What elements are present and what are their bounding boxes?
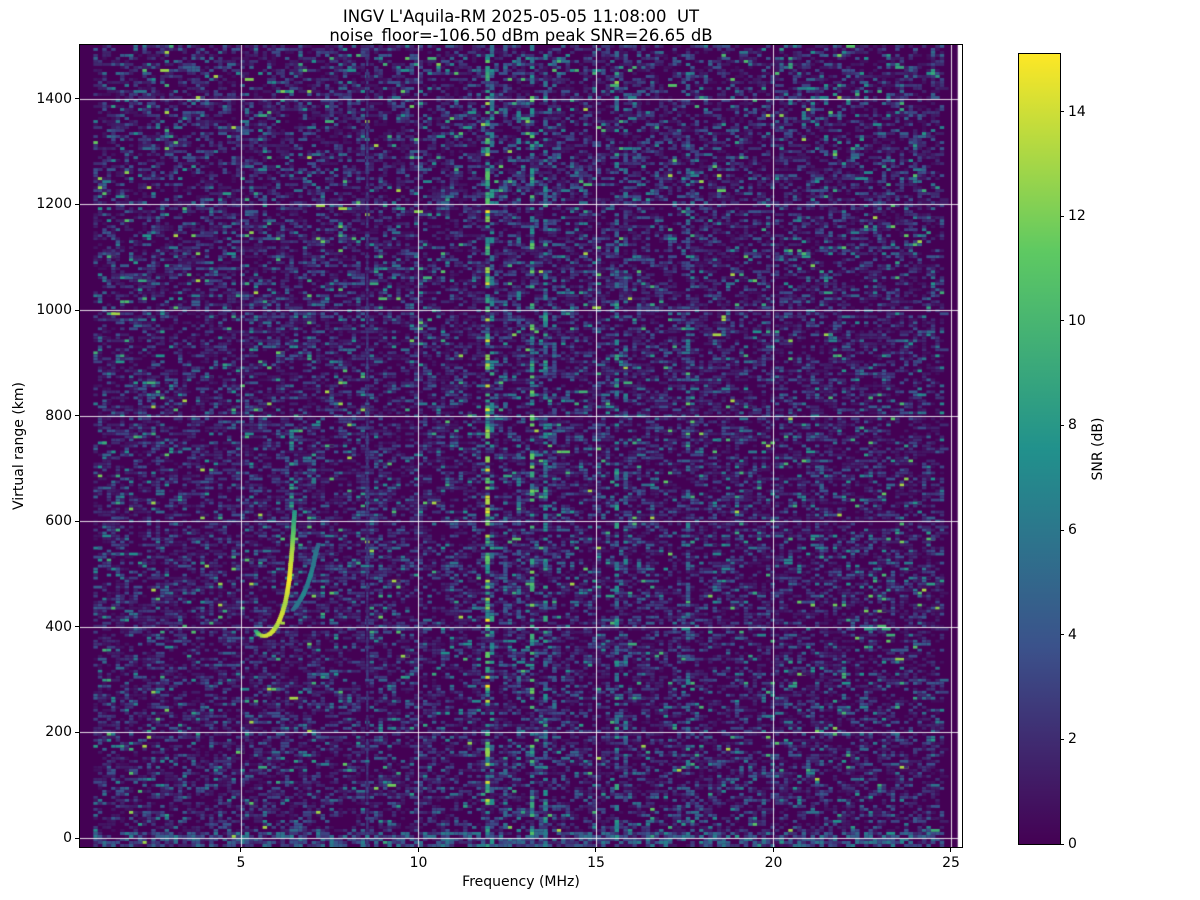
colorbar bbox=[1018, 53, 1061, 845]
colorbar-tick-label: 10 bbox=[1068, 312, 1086, 329]
y-tick-mark bbox=[75, 731, 79, 733]
chart-subtitle: noise_floor=-106.50 dBm peak SNR=26.65 d… bbox=[329, 26, 713, 45]
y-tick-mark bbox=[75, 98, 79, 100]
colorbar-tick-label: 14 bbox=[1068, 103, 1086, 120]
colorbar-tick-label: 12 bbox=[1068, 208, 1086, 225]
x-tick-mark bbox=[772, 848, 774, 852]
y-tick-label: 1200 bbox=[36, 196, 72, 213]
colorbar-tick-mark bbox=[1060, 320, 1064, 322]
x-tick-label: 10 bbox=[409, 855, 428, 871]
plot-area bbox=[79, 44, 963, 848]
x-tick-label: 5 bbox=[236, 855, 246, 871]
y-tick-mark bbox=[75, 203, 79, 205]
colorbar-label: SNR (dB) bbox=[1090, 417, 1106, 481]
colorbar-tick-label: 8 bbox=[1068, 417, 1077, 434]
colorbar-tick-mark bbox=[1060, 843, 1064, 845]
y-tick-mark bbox=[75, 520, 79, 522]
colorbar-tick-label: 6 bbox=[1068, 522, 1077, 539]
colorbar-tick-label: 2 bbox=[1068, 731, 1077, 748]
x-tick-mark bbox=[417, 848, 419, 852]
x-tick-mark bbox=[950, 848, 952, 852]
colorbar-tick-label: 0 bbox=[1068, 836, 1077, 852]
y-tick-label: 1400 bbox=[36, 90, 72, 107]
x-axis-label: Frequency (MHz) bbox=[462, 874, 580, 890]
y-tick-label: 600 bbox=[45, 513, 72, 530]
colorbar-tick-mark bbox=[1060, 111, 1064, 113]
colorbar-tick-label: 4 bbox=[1068, 626, 1077, 643]
y-tick-mark bbox=[75, 837, 79, 839]
colorbar-tick-mark bbox=[1060, 738, 1064, 740]
x-tick-label: 20 bbox=[764, 855, 783, 871]
x-tick-label: 25 bbox=[942, 855, 960, 871]
y-tick-label: 200 bbox=[45, 724, 72, 741]
heatmap-canvas bbox=[80, 45, 962, 847]
y-tick-label: 1000 bbox=[36, 302, 72, 319]
y-tick-mark bbox=[75, 309, 79, 311]
x-tick-mark bbox=[240, 848, 242, 852]
x-tick-label: 15 bbox=[587, 855, 605, 871]
colorbar-tick-mark bbox=[1060, 215, 1064, 217]
y-tick-mark bbox=[75, 415, 79, 417]
title-block: INGV L'Aquila-RM 2025-05-05 11:08:00 UT … bbox=[80, 7, 962, 45]
y-tick-label: 800 bbox=[45, 407, 72, 424]
chart-title: INGV L'Aquila-RM 2025-05-05 11:08:00 UT bbox=[342, 7, 700, 26]
y-tick-mark bbox=[75, 626, 79, 628]
colorbar-tick-mark bbox=[1060, 424, 1064, 426]
colorbar-tick-mark bbox=[1060, 529, 1064, 531]
y-axis-label: Virtual range (km) bbox=[11, 381, 27, 511]
y-tick-label: 400 bbox=[45, 618, 72, 635]
y-tick-label: 0 bbox=[63, 830, 72, 847]
colorbar-tick-mark bbox=[1060, 634, 1064, 636]
x-tick-mark bbox=[595, 848, 597, 852]
